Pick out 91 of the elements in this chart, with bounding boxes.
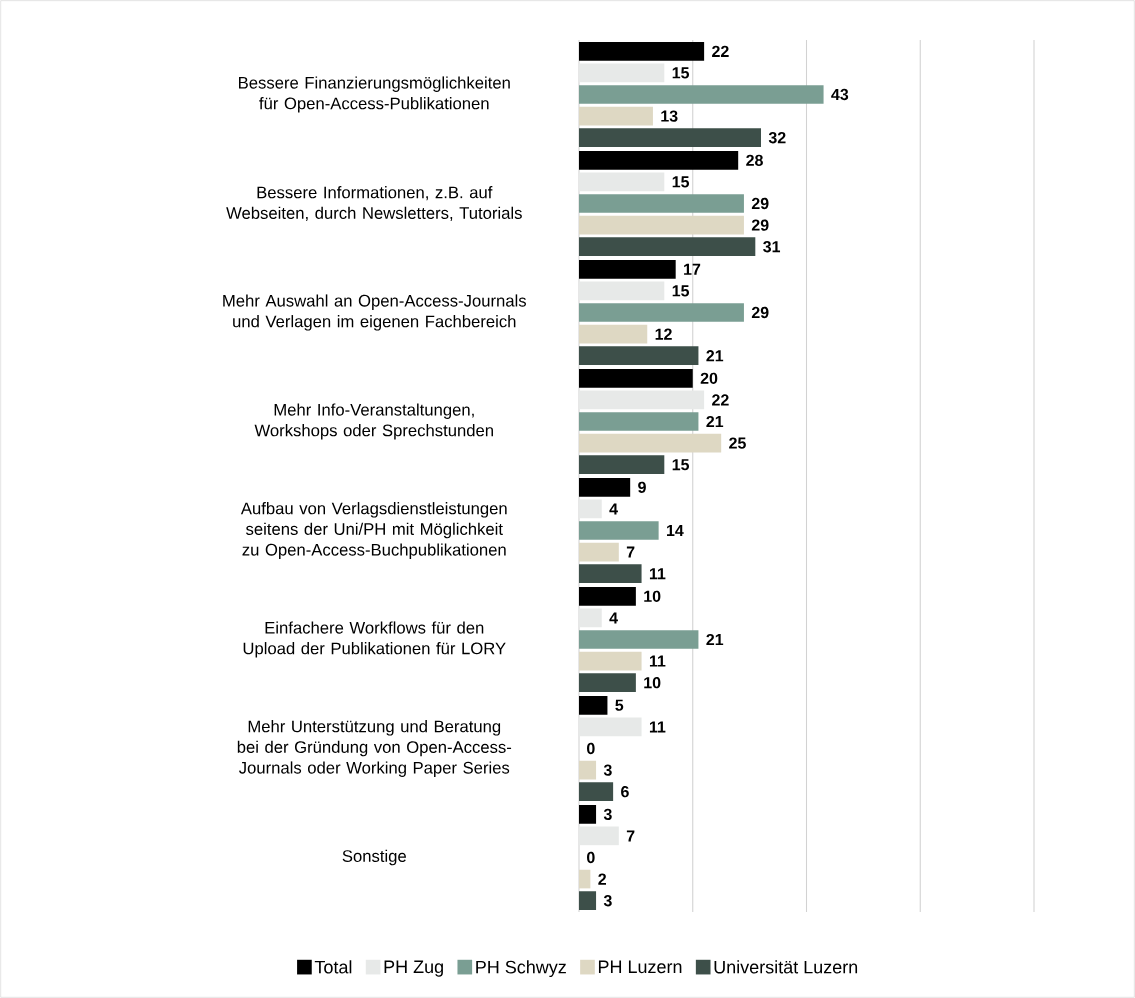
data-label: 15 <box>672 459 690 471</box>
data-label: 22 <box>712 394 729 406</box>
bar <box>579 41 705 61</box>
bar <box>579 760 597 780</box>
data-label: 12 <box>655 328 672 340</box>
data-label: 3 <box>603 895 612 907</box>
data-label: 21 <box>706 633 724 646</box>
bar <box>579 63 665 83</box>
bar <box>579 826 619 846</box>
bar <box>579 194 744 213</box>
bar <box>579 586 636 606</box>
bar <box>579 455 665 475</box>
data-label: 10 <box>644 590 661 602</box>
bar <box>579 215 744 235</box>
data-label: 6 <box>621 786 629 798</box>
bar <box>579 651 642 671</box>
y-tick-label: Bessere Finanzierungsmöglichkeiten für Open-Access-Publikationen <box>239 76 510 113</box>
data-label: 7 <box>626 546 635 558</box>
bar <box>579 869 591 889</box>
data-label: 32 <box>768 132 786 144</box>
legend-label: PH Zug <box>384 960 443 977</box>
data-label: 11 <box>649 568 666 580</box>
bar <box>579 630 699 649</box>
data-label: 29 <box>751 306 769 319</box>
data-label: 13 <box>661 110 678 122</box>
data-label: 21 <box>706 415 724 428</box>
bar <box>579 804 597 824</box>
bar <box>579 564 642 584</box>
bar <box>579 172 665 192</box>
bar <box>579 303 744 322</box>
bar <box>579 412 699 431</box>
data-label: 9 <box>638 481 646 493</box>
data-label: 15 <box>672 176 690 188</box>
bar <box>579 499 602 519</box>
bar <box>579 281 665 301</box>
data-label: 2 <box>598 873 607 885</box>
bar <box>579 150 739 170</box>
legend-label: Total <box>314 960 352 974</box>
data-label: 28 <box>746 154 763 166</box>
bar <box>579 128 761 148</box>
y-tick-label: Bessere Informationen, z.B. auf Webseiten, durch Newsletters, Tutorials <box>226 186 522 221</box>
bar <box>579 390 705 410</box>
y-tick-label: Sonstige <box>342 849 406 866</box>
y-tick-label: Einfachere Workflows für den Upload der Publikationen für LORY <box>243 621 506 658</box>
bar <box>579 695 608 715</box>
bar <box>579 85 824 104</box>
legend-label: PH Schwyz <box>476 960 566 978</box>
bar <box>579 673 636 693</box>
data-label: 11 <box>649 721 666 733</box>
data-label: 21 <box>706 350 724 362</box>
data-label: 4 <box>609 503 618 515</box>
data-label: 4 <box>609 612 618 624</box>
y-tick-label: Mehr Auswahl an Open-Access-Journals und Verlagen im eigenen Fachbereich <box>223 294 527 331</box>
bar <box>579 433 722 453</box>
data-label: 11 <box>649 655 666 667</box>
data-label: 15 <box>672 285 690 297</box>
data-label: 3 <box>603 764 612 776</box>
bar <box>579 324 648 344</box>
data-label: 22 <box>712 45 729 57</box>
bar <box>579 608 602 628</box>
data-label: 25 <box>729 437 746 449</box>
y-tick-label: Mehr Info-Veranstaltungen, Workshops oder Sprechstunden <box>254 403 493 440</box>
bar <box>579 717 642 737</box>
bar <box>579 891 597 911</box>
data-label: 0 <box>587 851 595 864</box>
bar <box>579 259 676 279</box>
bar <box>579 477 631 497</box>
data-label: 29 <box>751 197 769 210</box>
data-label: 15 <box>672 67 690 79</box>
data-label: 29 <box>751 219 769 231</box>
bar <box>579 521 659 540</box>
bar <box>579 106 653 126</box>
data-label: 20 <box>700 372 718 384</box>
bar <box>579 782 614 802</box>
data-label: 7 <box>626 830 635 842</box>
data-label: 0 <box>587 742 595 755</box>
bar <box>579 237 756 257</box>
y-tick-label: Mehr Unterstützung und Beratung bei der Gründung von Open-Access-Journals oder Working Paper Series <box>237 720 512 777</box>
bar <box>579 542 619 562</box>
bar <box>579 368 693 388</box>
legend-label: Universität Luzern <box>714 960 858 974</box>
data-label: 10 <box>644 677 661 689</box>
data-label: 3 <box>603 808 612 820</box>
data-label: 17 <box>684 263 701 275</box>
data-label: 31 <box>763 241 781 253</box>
data-label: 14 <box>667 525 684 536</box>
legend-label: PH Luzern <box>598 960 682 974</box>
y-tick-label: Aufbau von Verlagsdienstleistungen seitens der Uni/PH mit Möglichkeit zu Open-Access-Buchpublikationen <box>240 502 507 559</box>
data-label: 5 <box>615 699 624 711</box>
data-label: 43 <box>831 88 849 101</box>
bar <box>579 346 699 366</box>
